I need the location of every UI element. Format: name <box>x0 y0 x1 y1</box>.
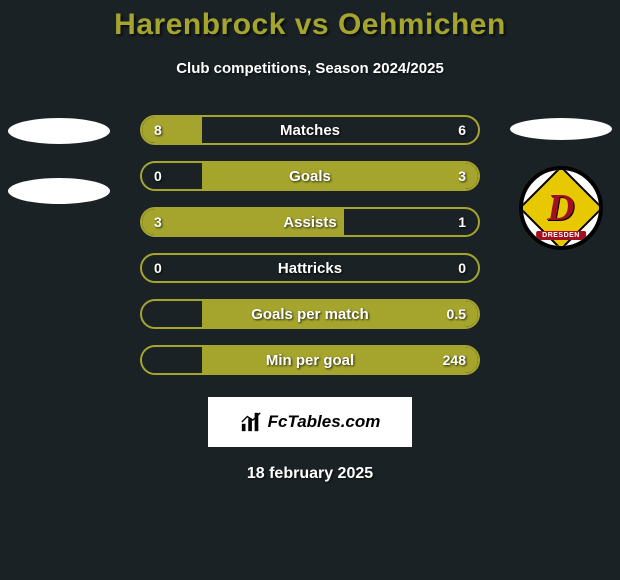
stat-bar: Goals0 3 <box>140 161 480 191</box>
left-player-badge-area <box>8 118 110 204</box>
placeholder-ellipse <box>510 118 612 140</box>
bar-label: Goals per match <box>142 301 478 327</box>
page-title: Harenbrock vs Oehmichen <box>0 8 620 42</box>
bar-label: Matches <box>142 117 478 143</box>
placeholder-ellipse <box>8 118 110 144</box>
placeholder-ellipse <box>8 178 110 204</box>
stat-bar: Hattricks0 0 <box>140 253 480 283</box>
fctables-logo: FcTables.com <box>208 397 412 447</box>
bar-label: Assists <box>142 209 478 235</box>
bar-chart-icon <box>240 411 262 433</box>
bar-value-right: 248 <box>443 347 466 373</box>
bar-value-left: 8 <box>154 117 162 143</box>
stat-bar: Matches8 6 <box>140 115 480 145</box>
bar-value-right: 3 <box>458 163 466 189</box>
bar-value-right: 1 <box>458 209 466 235</box>
subtitle: Club competitions, Season 2024/2025 <box>0 60 620 77</box>
bar-value-left: 0 <box>154 163 162 189</box>
bar-label: Hattricks <box>142 255 478 281</box>
bar-value-right: 0 <box>458 255 466 281</box>
bar-label: Min per goal <box>142 347 478 373</box>
bar-label: Goals <box>142 163 478 189</box>
bar-value-right: 6 <box>458 117 466 143</box>
stat-bar: Assists3 1 <box>140 207 480 237</box>
bar-value-right: 0.5 <box>447 301 466 327</box>
date-text: 18 february 2025 <box>0 465 620 483</box>
logo-text: FcTables.com <box>268 412 381 432</box>
club-badge-ribbon: DRESDEN <box>536 231 586 240</box>
bar-value-left: 3 <box>154 209 162 235</box>
stat-bar: Min per goal248 <box>140 345 480 375</box>
right-player-badge-area: D DRESDEN <box>510 118 612 250</box>
club-badge: D DRESDEN <box>519 166 603 250</box>
club-badge-letter: D <box>547 186 574 230</box>
stat-bar: Goals per match0.5 <box>140 299 480 329</box>
bar-value-left: 0 <box>154 255 162 281</box>
